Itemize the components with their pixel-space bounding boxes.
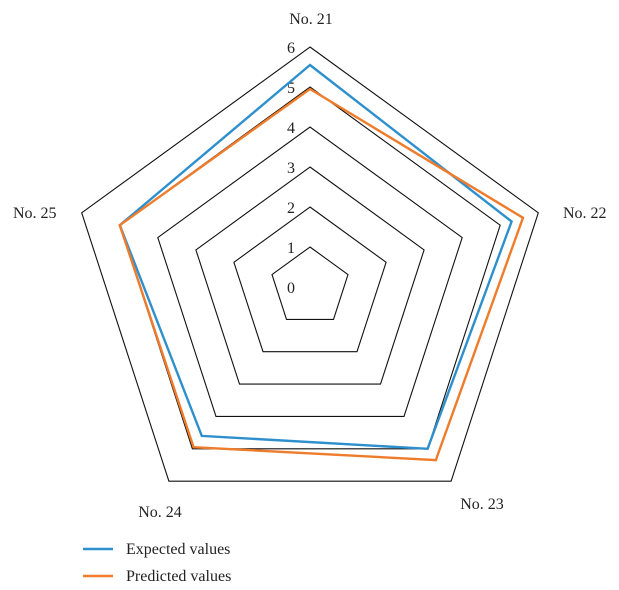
legend-label-predicted: Predicted values <box>126 568 231 585</box>
axis-label-no-24: No. 24 <box>138 504 182 521</box>
series-expected-values <box>118 63 514 451</box>
grid-ring-6 <box>81 46 539 482</box>
axis-label-no-21: No. 21 <box>289 11 333 28</box>
legend: Expected values Predicted values <box>83 541 231 585</box>
grid-ring-4 <box>157 126 463 417</box>
axis-label-no-23: No. 23 <box>460 496 504 513</box>
tick-labels: 0 1 2 3 4 5 6 <box>287 40 295 297</box>
series-predicted-values <box>118 87 525 462</box>
grid-rings <box>81 46 539 482</box>
grid-ring-2 <box>233 206 387 353</box>
series-lines <box>118 63 525 462</box>
tick-label-3: 3 <box>287 160 295 177</box>
tick-label-5: 5 <box>287 80 295 97</box>
axis-label-no-22: No. 22 <box>563 205 607 222</box>
axis-label-no-25: No. 25 <box>13 205 57 222</box>
tick-label-4: 4 <box>287 120 295 137</box>
tick-label-1: 1 <box>287 240 295 257</box>
grid-ring-3 <box>195 166 425 385</box>
tick-label-2: 2 <box>287 200 295 217</box>
legend-label-expected: Expected values <box>126 541 230 558</box>
grid-ring-1 <box>271 246 349 320</box>
axis-labels: No. 21 No. 22 No. 23 No. 24 No. 25 <box>13 11 607 521</box>
tick-label-0: 0 <box>287 280 295 297</box>
tick-label-6: 6 <box>287 40 295 57</box>
